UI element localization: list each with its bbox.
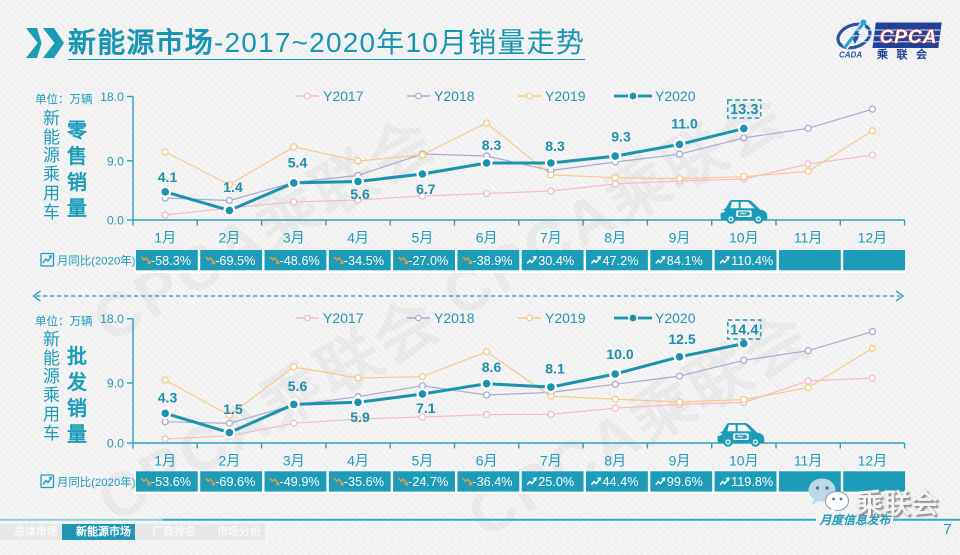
svg-text:4月: 4月 bbox=[347, 453, 369, 469]
svg-text:9.3: 9.3 bbox=[611, 129, 631, 145]
svg-text:9.0: 9.0 bbox=[107, 154, 124, 168]
svg-text:25.0%: 25.0% bbox=[538, 475, 574, 489]
svg-text:8.3: 8.3 bbox=[482, 137, 502, 153]
svg-text:6月: 6月 bbox=[476, 230, 498, 246]
svg-text:8.1: 8.1 bbox=[545, 361, 565, 377]
svg-text:5.6: 5.6 bbox=[350, 186, 370, 202]
svg-text:1月: 1月 bbox=[154, 230, 176, 246]
svg-text:2月: 2月 bbox=[219, 453, 241, 469]
svg-text:Y2020: Y2020 bbox=[655, 310, 696, 326]
svg-text:6月: 6月 bbox=[476, 453, 498, 469]
svg-text:Y2019: Y2019 bbox=[545, 310, 586, 326]
svg-text:-53.6%: -53.6% bbox=[151, 475, 191, 489]
svg-text:Y2017: Y2017 bbox=[323, 310, 364, 326]
svg-text:Y2017: Y2017 bbox=[323, 88, 364, 104]
svg-text:-27.0%: -27.0% bbox=[408, 254, 448, 268]
svg-text:9.0: 9.0 bbox=[107, 377, 124, 391]
svg-text:8.3: 8.3 bbox=[545, 138, 565, 154]
svg-text:18.0: 18.0 bbox=[100, 90, 124, 104]
svg-text:-69.6%: -69.6% bbox=[215, 475, 255, 489]
svg-text:Y2019: Y2019 bbox=[545, 88, 586, 104]
svg-text:119.8%: 119.8% bbox=[731, 475, 773, 489]
svg-text:0.0: 0.0 bbox=[107, 214, 124, 228]
svg-text:7月: 7月 bbox=[540, 453, 562, 469]
svg-text:月度信息发布: 月度信息发布 bbox=[819, 513, 893, 527]
svg-text:84.1%: 84.1% bbox=[667, 254, 703, 268]
svg-text:11.0: 11.0 bbox=[671, 116, 698, 132]
svg-text:-48.6%: -48.6% bbox=[280, 254, 320, 268]
svg-text:-58.3%: -58.3% bbox=[151, 254, 191, 268]
svg-text:44.4%: 44.4% bbox=[603, 475, 639, 489]
svg-text:4.3: 4.3 bbox=[158, 390, 178, 406]
svg-text:5.9: 5.9 bbox=[350, 409, 370, 425]
svg-text:110.4%: 110.4% bbox=[731, 254, 773, 268]
svg-text:13.3: 13.3 bbox=[730, 102, 758, 118]
svg-text:8月: 8月 bbox=[604, 230, 626, 246]
svg-text:10月: 10月 bbox=[729, 230, 759, 246]
svg-text:-35.6%: -35.6% bbox=[344, 475, 384, 489]
svg-text:3月: 3月 bbox=[283, 230, 305, 246]
svg-text:5.4: 5.4 bbox=[288, 155, 308, 171]
svg-text:1.4: 1.4 bbox=[223, 179, 243, 195]
svg-text:11月: 11月 bbox=[794, 230, 823, 246]
svg-text:4.1: 4.1 bbox=[158, 169, 178, 185]
svg-text:0.0: 0.0 bbox=[107, 437, 124, 451]
svg-text:8月: 8月 bbox=[604, 453, 626, 469]
svg-text:Y2018: Y2018 bbox=[434, 88, 475, 104]
svg-text:12.5: 12.5 bbox=[668, 331, 695, 347]
svg-text:7月: 7月 bbox=[540, 230, 562, 246]
svg-text:18.0: 18.0 bbox=[100, 312, 124, 326]
svg-text:-34.5%: -34.5% bbox=[344, 254, 384, 268]
svg-text:10月: 10月 bbox=[729, 453, 759, 469]
svg-text:8.6: 8.6 bbox=[482, 359, 502, 375]
svg-text:30.4%: 30.4% bbox=[538, 254, 574, 268]
svg-text:99.6%: 99.6% bbox=[667, 475, 703, 489]
svg-text:12月: 12月 bbox=[858, 230, 888, 246]
svg-text:Y2020: Y2020 bbox=[655, 88, 696, 104]
svg-text:-49.9%: -49.9% bbox=[280, 475, 320, 489]
svg-text:47.2%: 47.2% bbox=[603, 254, 639, 268]
svg-text:乘联会: 乘联会 bbox=[876, 47, 936, 61]
svg-text:9月: 9月 bbox=[669, 230, 691, 246]
svg-text:14.4: 14.4 bbox=[730, 323, 758, 339]
svg-text:1月: 1月 bbox=[154, 453, 176, 469]
svg-text:3月: 3月 bbox=[283, 453, 305, 469]
svg-text:-69.5%: -69.5% bbox=[215, 254, 255, 268]
svg-text:2月: 2月 bbox=[219, 230, 241, 246]
svg-text:-24.7%: -24.7% bbox=[408, 475, 448, 489]
svg-text:CADA: CADA bbox=[839, 51, 862, 60]
svg-text:4月: 4月 bbox=[347, 230, 369, 246]
svg-text:CPCA: CPCA bbox=[880, 27, 938, 48]
svg-text:6.7: 6.7 bbox=[416, 181, 436, 197]
svg-text:5月: 5月 bbox=[412, 453, 434, 469]
svg-text:月同比(2020年): 月同比(2020年) bbox=[57, 254, 136, 268]
svg-text:7: 7 bbox=[943, 522, 951, 538]
svg-text:7.1: 7.1 bbox=[416, 400, 436, 416]
svg-text:12月: 12月 bbox=[858, 453, 888, 469]
svg-text:11月: 11月 bbox=[794, 453, 823, 469]
svg-text:月同比(2020年): 月同比(2020年) bbox=[57, 475, 136, 489]
svg-text:-36.4%: -36.4% bbox=[472, 475, 512, 489]
svg-text:Y2018: Y2018 bbox=[434, 310, 475, 326]
svg-text:10.0: 10.0 bbox=[606, 346, 633, 362]
svg-text:5.6: 5.6 bbox=[288, 378, 308, 394]
svg-text:-38.9%: -38.9% bbox=[472, 254, 512, 268]
svg-text:1.5: 1.5 bbox=[223, 401, 243, 417]
svg-text:5月: 5月 bbox=[412, 230, 434, 246]
svg-text:9月: 9月 bbox=[669, 453, 691, 469]
